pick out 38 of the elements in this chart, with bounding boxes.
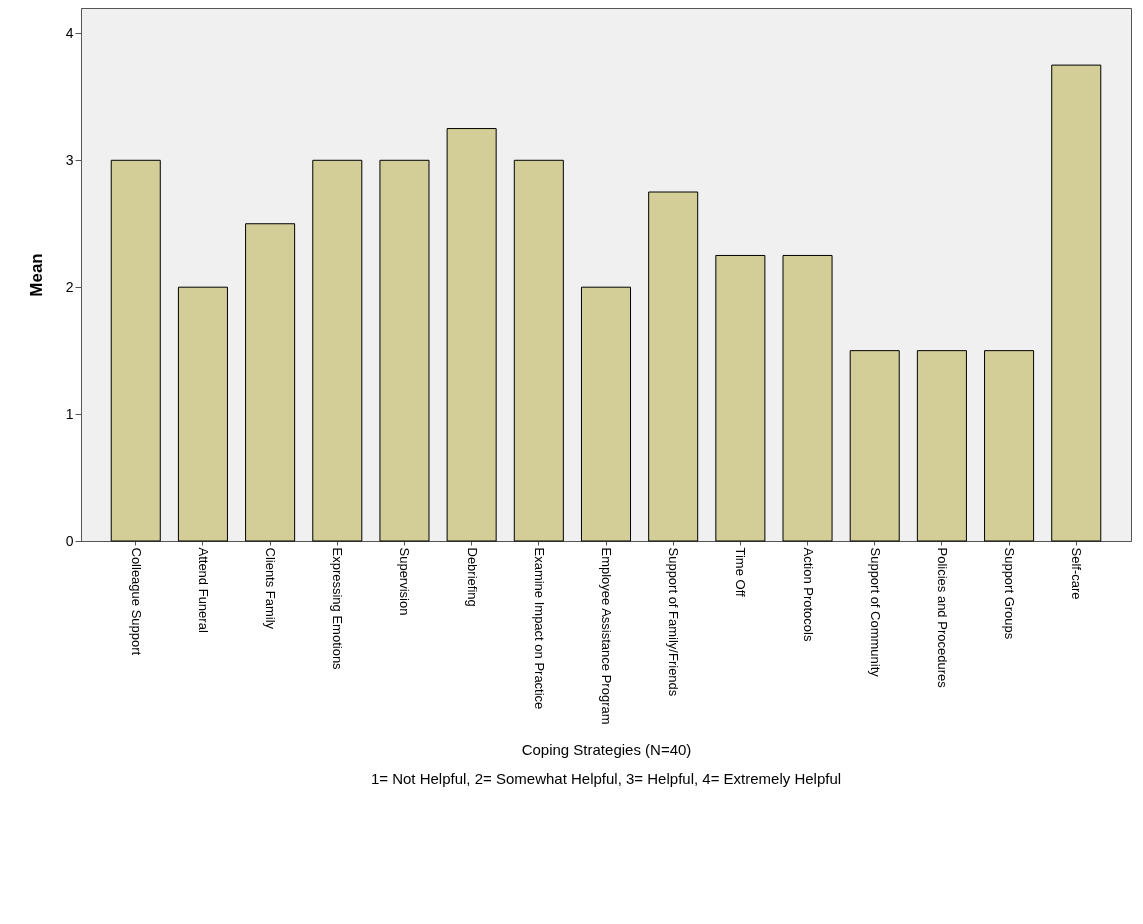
y-tick-label: 4 — [65, 24, 74, 41]
x-tick-label: Debriefing — [464, 547, 480, 607]
x-tick-label: Employee Assistance Program — [599, 547, 614, 725]
y-tick-label: 3 — [65, 151, 74, 168]
bar — [312, 159, 363, 542]
x-tick-label: Colleague Support — [128, 547, 144, 656]
y-tick-label: 2 — [65, 278, 74, 295]
bar — [379, 159, 430, 542]
bar — [849, 350, 900, 542]
bar — [245, 223, 296, 542]
bar — [916, 350, 967, 542]
bar — [984, 350, 1035, 542]
text: 1= Not Helpful, 2= Somewhat Helpful, 3= Helpful, 4= Extremely Helpful — [370, 769, 842, 787]
bar — [513, 159, 564, 542]
x-tick-label: Self-care — [1069, 547, 1085, 600]
bar — [110, 159, 161, 542]
x-tick-label: Action Protocols — [800, 547, 816, 642]
bar — [177, 286, 228, 542]
x-tick-label: Attend Funeral — [195, 547, 211, 633]
x-tick-label: Support of Community — [867, 547, 883, 678]
x-tick-label: Policies and Procedures — [934, 547, 950, 689]
bar — [446, 128, 497, 542]
x-tick-label: Examine Impact on Practice — [531, 547, 547, 710]
x-tick-label: Expressing Emotions — [330, 547, 346, 671]
bar — [715, 254, 766, 542]
y-tick-label: 1 — [65, 405, 74, 422]
y-axis-title: Mean — [26, 253, 46, 297]
x-axis-title: Coping Strategies (N=40) — [521, 741, 692, 759]
x-tick-label: Clients Family — [263, 547, 279, 630]
x-tick-label: Support Groups — [1002, 547, 1018, 640]
bar — [580, 286, 632, 542]
y-tick-label: 0 — [65, 532, 74, 549]
x-tick-label: Time Off — [733, 547, 749, 598]
x-tick-label: Supervision — [397, 547, 413, 616]
bar — [648, 191, 699, 542]
bar — [782, 254, 833, 542]
bar — [1051, 64, 1102, 542]
x-tick-label: Support of Family/Friends — [666, 547, 682, 697]
